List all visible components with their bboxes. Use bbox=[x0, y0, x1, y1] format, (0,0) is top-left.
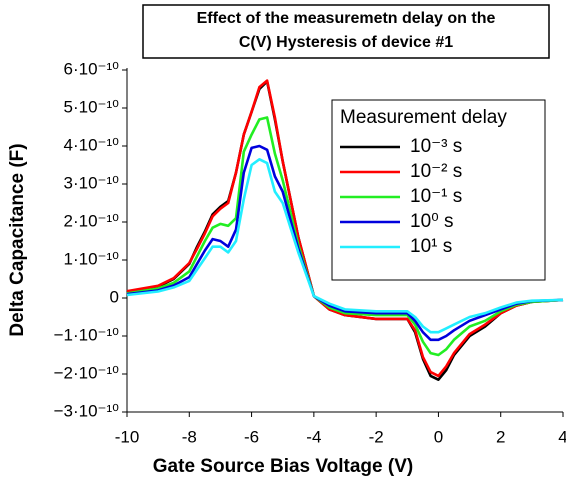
y-tick-label: −3·10⁻¹⁰ bbox=[54, 401, 120, 420]
y-tick-label: 6·10⁻¹⁰ bbox=[64, 59, 120, 78]
x-tick-label: -4 bbox=[306, 427, 321, 446]
chart-title: C(V) Hysteresis of device #1 bbox=[239, 34, 453, 51]
x-tick-label: -10 bbox=[115, 427, 140, 446]
series-line bbox=[126, 158, 564, 334]
x-tick-label: 0 bbox=[434, 427, 443, 446]
y-tick-label: 5·10⁻¹⁰ bbox=[64, 97, 120, 116]
legend-title: Measurement delay bbox=[340, 107, 507, 128]
y-tick-label: 1·10⁻¹⁰ bbox=[64, 249, 120, 268]
legend-label: 10⁻³ s bbox=[410, 136, 462, 157]
x-tick-label: 2 bbox=[496, 427, 505, 446]
y-tick-label: 2·10⁻¹⁰ bbox=[64, 211, 120, 230]
x-tick-label: -8 bbox=[182, 427, 197, 446]
y-tick-label: 0 bbox=[110, 287, 119, 306]
y-tick-label: −1·10⁻¹⁰ bbox=[54, 325, 120, 344]
title-box bbox=[142, 4, 550, 59]
x-axis-label: Gate Source Bias Voltage (V) bbox=[153, 456, 413, 477]
x-tick-label: 4 bbox=[558, 427, 566, 446]
legend-label: 10⁻¹ s bbox=[410, 186, 462, 207]
legend-box bbox=[331, 99, 546, 281]
x-tick-label: -2 bbox=[369, 427, 384, 446]
y-axis-label: Delta Capacitance (F) bbox=[7, 143, 28, 336]
legend-label: 10¹ s bbox=[410, 236, 452, 257]
chart-title: Effect of the measuremetn delay on the bbox=[197, 10, 496, 27]
y-tick-label: −2·10⁻¹⁰ bbox=[54, 363, 120, 382]
legend-label: 10⁰ s bbox=[410, 211, 454, 232]
legend-label: 10⁻² s bbox=[410, 161, 462, 182]
y-tick-label: 3·10⁻¹⁰ bbox=[64, 173, 120, 192]
x-tick-label: -6 bbox=[244, 427, 259, 446]
y-tick-label: 4·10⁻¹⁰ bbox=[64, 135, 120, 154]
